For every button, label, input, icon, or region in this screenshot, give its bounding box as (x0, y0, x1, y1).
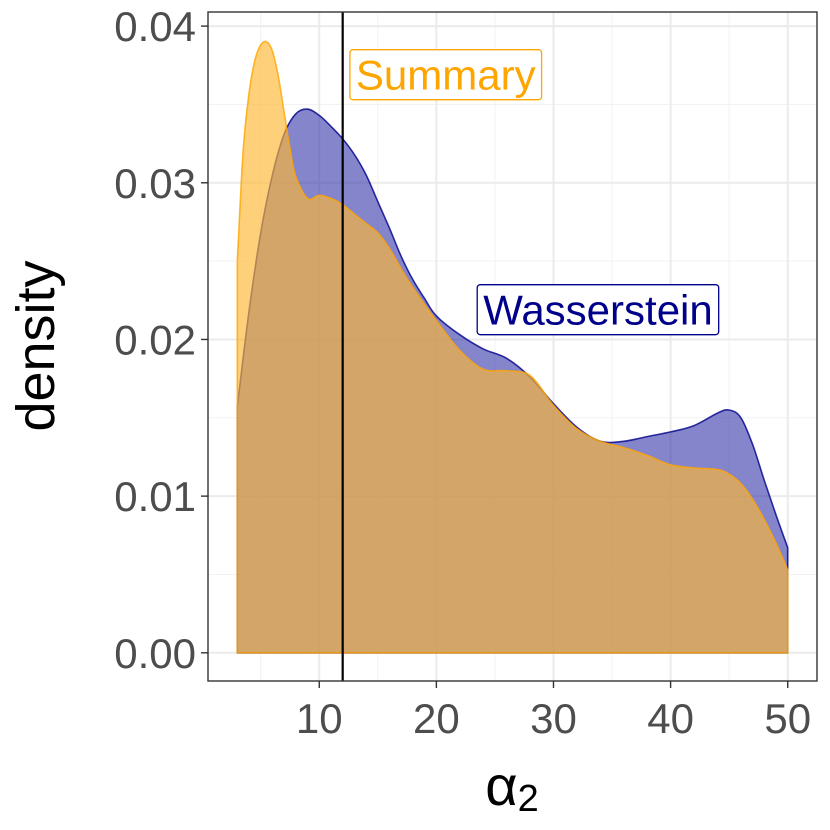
y-tick-label: 0.00 (114, 630, 196, 677)
summary-label-box (349, 49, 543, 101)
wasserstein-density-outline (236, 108, 789, 654)
summary-density-outline (236, 40, 789, 654)
series-labels: Summary Wasserstein (349, 49, 720, 336)
summary-density-area (237, 41, 788, 653)
x-tick-label: 10 (296, 695, 343, 742)
y-tick-label: 0.04 (114, 3, 196, 50)
y-tick-label: 0.01 (114, 473, 196, 520)
plot-panel-border (207, 11, 818, 682)
x-axis-title: α2 (485, 754, 539, 820)
x-tick-label: 50 (764, 695, 811, 742)
x-tick-label: 20 (413, 695, 460, 742)
x-tick-label: 40 (647, 695, 694, 742)
y-tick-label: 0.03 (114, 160, 196, 207)
wasserstein-label-box (476, 284, 720, 336)
wasserstein-label: Wasserstein (476, 284, 720, 336)
x-axis-title-symbol: α (485, 754, 517, 817)
y-tick-label: 0.02 (114, 316, 196, 363)
x-axis-title-subscript: 2 (518, 778, 539, 820)
y-axis-title: density (6, 260, 66, 431)
summary-label: Summary (349, 49, 543, 101)
wasserstein-label-text: Wasserstein (483, 287, 713, 334)
axis-ticks: 10 20 30 40 50 0.00 0.01 0.02 0.03 0.04 (114, 3, 811, 742)
density-series (236, 40, 789, 654)
x-tick-label: 30 (530, 695, 577, 742)
summary-label-text: Summary (356, 52, 536, 99)
